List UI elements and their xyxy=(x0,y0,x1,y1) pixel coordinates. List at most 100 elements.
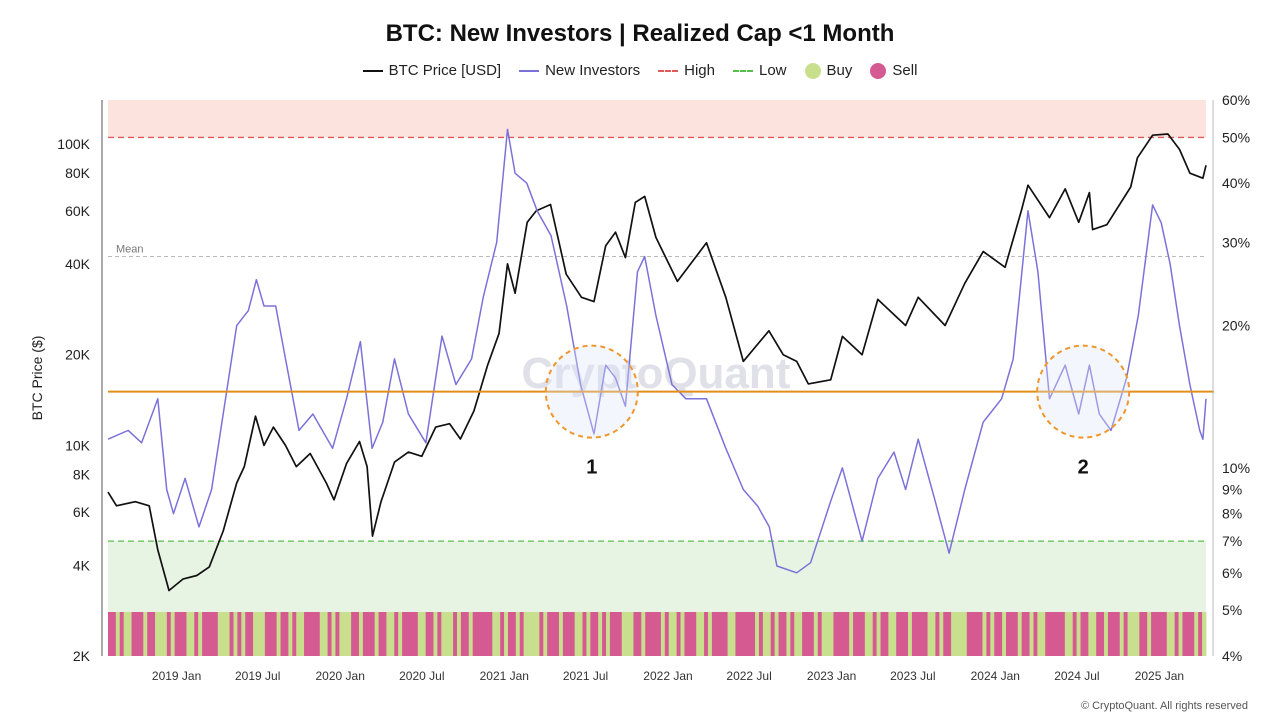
sell-signal-bar xyxy=(966,612,972,656)
sell-signal-bar xyxy=(998,612,1003,656)
sell-signal-bar xyxy=(378,612,383,656)
buy-signal-bar xyxy=(457,612,462,656)
sell-signal-bar xyxy=(856,612,862,656)
buy-signal-bar xyxy=(821,612,827,656)
sell-signal-bar xyxy=(151,612,156,656)
y-right-tick-label: 8% xyxy=(1222,506,1242,522)
sell-signal-bar xyxy=(1084,612,1089,656)
buy-signal-bar xyxy=(1029,612,1034,656)
sell-signal-bar xyxy=(994,612,999,656)
sell-signal-bar xyxy=(1033,612,1038,656)
buy-signal-bar xyxy=(829,612,834,656)
buy-signal-bar xyxy=(515,612,521,656)
sell-signal-bar xyxy=(633,612,638,656)
sell-signal-bar xyxy=(194,612,199,656)
sell-signal-bar xyxy=(845,612,850,656)
sell-signal-bar xyxy=(1182,612,1187,656)
buy-signal-bar xyxy=(115,612,121,656)
buy-signal-bar xyxy=(288,612,293,656)
sell-signal-bar xyxy=(511,612,517,656)
buy-signal-bar xyxy=(162,612,168,656)
buy-signal-bar xyxy=(390,612,395,656)
buy-signal-bar xyxy=(523,612,528,656)
buy-signal-bar xyxy=(696,612,701,656)
legend-item-low[interactable]: Low xyxy=(733,62,787,79)
sell-signal-bar xyxy=(609,612,615,656)
sell-signal-bar xyxy=(237,612,242,656)
sell-signal-bar xyxy=(1174,612,1179,656)
buy-signal-bar xyxy=(931,612,936,656)
buy-signal-bar xyxy=(253,612,258,656)
sell-signal-bar xyxy=(806,612,811,656)
y-left-tick-label: 20K xyxy=(65,347,91,363)
sell-signal-bar xyxy=(637,612,642,656)
buy-signal-bar xyxy=(625,612,630,656)
buy-signal-bar xyxy=(1076,612,1081,656)
buy-signal-bar xyxy=(300,612,305,656)
legend-item-new-investors[interactable]: New Investors xyxy=(519,62,640,79)
buy-signal-bar xyxy=(347,612,352,656)
buy-signal-bar xyxy=(1202,612,1207,656)
buy-signal-bar xyxy=(621,612,627,656)
sell-signal-bar xyxy=(758,612,764,656)
sell-signal-bar xyxy=(880,612,885,656)
sell-signal-bar xyxy=(676,612,681,656)
legend-label-btc-price: BTC Price [USD] xyxy=(388,62,502,79)
legend-item-buy[interactable]: Buy xyxy=(804,62,852,79)
x-tick-label: 2023 Jan xyxy=(807,669,856,683)
legend-label-new-investors: New Investors xyxy=(545,62,641,79)
buy-signal-bar xyxy=(813,612,819,656)
buy-signal-bar xyxy=(641,612,646,656)
sell-signal-bar xyxy=(594,612,599,656)
x-tick-label: 2023 Jul xyxy=(890,669,935,683)
buy-signal-bar xyxy=(1037,612,1042,656)
buy-signal-bar xyxy=(700,612,705,656)
buy-signal-bar xyxy=(876,612,881,656)
sell-signal-bar xyxy=(519,612,525,656)
legend-swatch-btc-price xyxy=(362,69,383,72)
sell-signal-bar xyxy=(1143,612,1148,656)
x-tick-label: 2019 Jan xyxy=(152,669,201,683)
sell-signal-bar xyxy=(476,612,481,656)
buy-signal-bar xyxy=(221,612,227,656)
sell-signal-bar xyxy=(182,612,187,656)
sell-signal-bar xyxy=(970,612,976,656)
y-left-tick-label: 10K xyxy=(65,437,91,453)
annotation-circle-1 xyxy=(544,344,639,439)
buy-signal-bar xyxy=(864,612,870,656)
sell-signal-bar xyxy=(264,612,270,656)
sell-signal-bar xyxy=(131,612,136,656)
buy-signal-bar xyxy=(417,612,423,656)
buy-signal-bar xyxy=(574,612,579,656)
legend-item-sell[interactable]: Sell xyxy=(870,62,917,79)
buy-signal-bar xyxy=(527,612,532,656)
sell-signal-bar xyxy=(362,612,368,656)
sell-signal-bar xyxy=(406,612,411,656)
buy-signal-bar xyxy=(123,612,129,656)
buy-signal-bar xyxy=(727,612,732,656)
annotation-label-2: 2 xyxy=(1078,457,1089,479)
x-tick-label: 2024 Jan xyxy=(971,669,1020,683)
buy-signal-bar xyxy=(755,612,760,656)
buy-signal-bar xyxy=(398,612,403,656)
y-right-tick-label: 10% xyxy=(1222,460,1250,476)
legend-item-high[interactable]: High xyxy=(658,62,715,79)
y-right-tick-label: 50% xyxy=(1222,129,1250,145)
buy-signal-bar xyxy=(1119,612,1125,656)
sell-signal-bar xyxy=(1025,612,1030,656)
sell-signal-bar xyxy=(119,612,125,656)
legend-item-btc-price[interactable]: BTC Price [USD] xyxy=(362,62,502,79)
sell-signal-bar xyxy=(1053,612,1058,656)
buy-signal-bar xyxy=(276,612,281,656)
sell-signal-bar xyxy=(837,612,842,656)
buy-signal-bar xyxy=(1068,612,1074,656)
sell-signal-bar xyxy=(751,612,756,656)
sell-signal-bar xyxy=(704,612,709,656)
buy-signal-bar xyxy=(951,612,956,656)
buy-signal-bar xyxy=(962,612,968,656)
x-tick-label: 2022 Jan xyxy=(643,669,692,683)
sell-signal-bar xyxy=(778,612,783,656)
buy-signal-bar xyxy=(660,612,666,656)
buy-signal-bar xyxy=(907,612,913,656)
sell-signal-bar xyxy=(978,612,983,656)
